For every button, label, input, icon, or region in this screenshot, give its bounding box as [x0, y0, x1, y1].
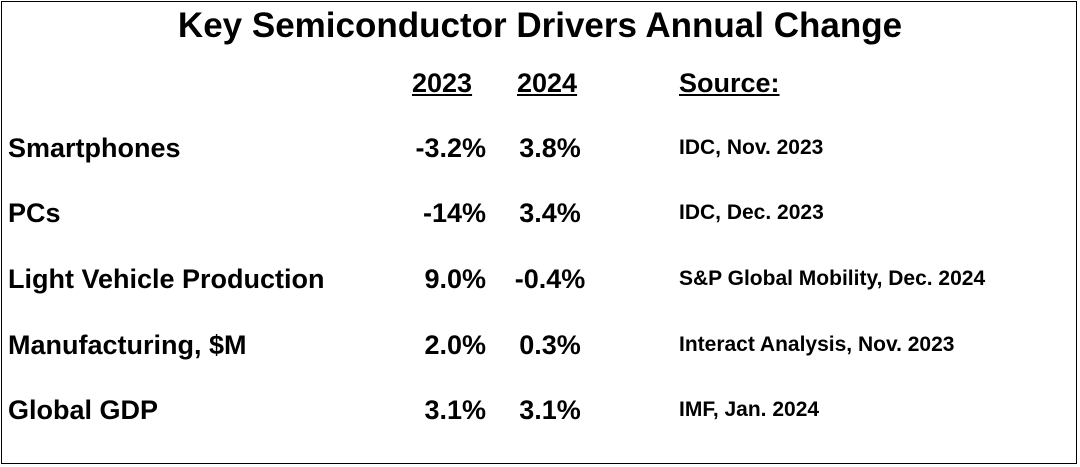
source-cell: IDC, Nov. 2023	[679, 136, 824, 159]
value-2023: 3.1%	[424, 395, 486, 425]
table-row: Smartphones -3.2% 3.8% IDC, Nov. 2023	[0, 128, 1080, 168]
row-label: Smartphones	[8, 133, 181, 163]
source-cell: S&P Global Mobility, Dec. 2024	[679, 267, 986, 290]
value-2023: -3.2%	[415, 133, 486, 163]
row-label: Light Vehicle Production	[8, 264, 325, 294]
table-row: Global GDP 3.1% 3.1% IMF, Jan. 2024	[0, 390, 1080, 430]
table-row: Light Vehicle Production 9.0% -0.4% S&P …	[0, 259, 1080, 299]
source-cell: Interact Analysis, Nov. 2023	[679, 333, 955, 356]
value-2024: 3.4%	[519, 198, 581, 228]
value-2023: 2.0%	[424, 330, 486, 360]
row-label: Manufacturing, $M	[8, 330, 247, 360]
source-cell: IDC, Dec. 2023	[679, 201, 824, 224]
table-title: Key Semiconductor Drivers Annual Change	[177, 6, 903, 45]
value-2023: 9.0%	[424, 264, 486, 294]
value-2024: -0.4%	[514, 264, 586, 294]
value-2024: 0.3%	[519, 330, 581, 360]
column-header-source: Source:	[679, 68, 780, 98]
value-2023: -14%	[422, 198, 486, 228]
source-cell: IMF, Jan. 2024	[679, 398, 820, 421]
column-header-2024: 2024	[517, 68, 578, 98]
column-header-2023: 2023	[412, 68, 473, 98]
table-row: Manufacturing, $M 2.0% 0.3% Interact Ana…	[0, 325, 1080, 365]
value-2024: 3.1%	[519, 395, 581, 425]
row-label: Global GDP	[8, 395, 159, 425]
row-label: PCs	[8, 198, 61, 228]
value-2024: 3.8%	[519, 133, 581, 163]
table-row: PCs -14% 3.4% IDC, Dec. 2023	[0, 193, 1080, 233]
